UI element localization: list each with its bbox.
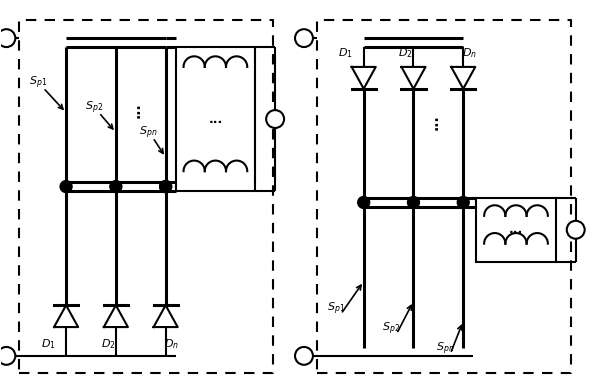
Circle shape — [160, 181, 171, 192]
Circle shape — [567, 221, 585, 239]
Circle shape — [295, 29, 313, 47]
Text: ...: ... — [129, 102, 143, 118]
Circle shape — [110, 181, 122, 192]
Text: $D_2$: $D_2$ — [398, 46, 413, 60]
Text: $S_{pn}$: $S_{pn}$ — [138, 124, 157, 141]
Circle shape — [60, 181, 72, 192]
Bar — [176, 47, 255, 191]
Text: $D_1$: $D_1$ — [338, 46, 353, 60]
Text: $D_1$: $D_1$ — [41, 337, 56, 351]
Text: ...: ... — [509, 223, 523, 236]
Text: ...: ... — [208, 113, 222, 125]
Circle shape — [0, 347, 16, 365]
Text: $D_2$: $D_2$ — [101, 337, 115, 351]
Text: $D_n$: $D_n$ — [164, 337, 179, 351]
Circle shape — [0, 29, 16, 47]
Circle shape — [295, 347, 313, 365]
Bar — [476, 198, 556, 261]
Circle shape — [457, 196, 469, 209]
Circle shape — [266, 110, 284, 128]
Text: $S_{p1}$: $S_{p1}$ — [29, 74, 47, 91]
Text: $S_{pn}$: $S_{pn}$ — [436, 341, 455, 357]
Text: ...: ... — [426, 114, 440, 131]
Text: $S_{p2}$: $S_{p2}$ — [383, 321, 401, 337]
Text: $S_{p1}$: $S_{p1}$ — [326, 301, 345, 318]
Circle shape — [358, 196, 370, 209]
Text: $S_{p2}$: $S_{p2}$ — [85, 100, 103, 116]
Circle shape — [407, 196, 419, 209]
Text: $D_n$: $D_n$ — [462, 46, 477, 60]
Circle shape — [160, 181, 171, 192]
